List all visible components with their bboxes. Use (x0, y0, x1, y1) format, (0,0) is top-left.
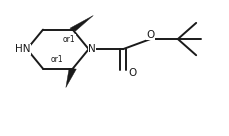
Text: N: N (88, 44, 95, 54)
Text: O: O (128, 68, 136, 78)
Text: or1: or1 (50, 55, 63, 64)
Polygon shape (65, 68, 76, 88)
Text: HN: HN (15, 44, 30, 54)
Text: or1: or1 (63, 35, 75, 44)
Text: O: O (146, 30, 154, 40)
Polygon shape (70, 16, 93, 31)
